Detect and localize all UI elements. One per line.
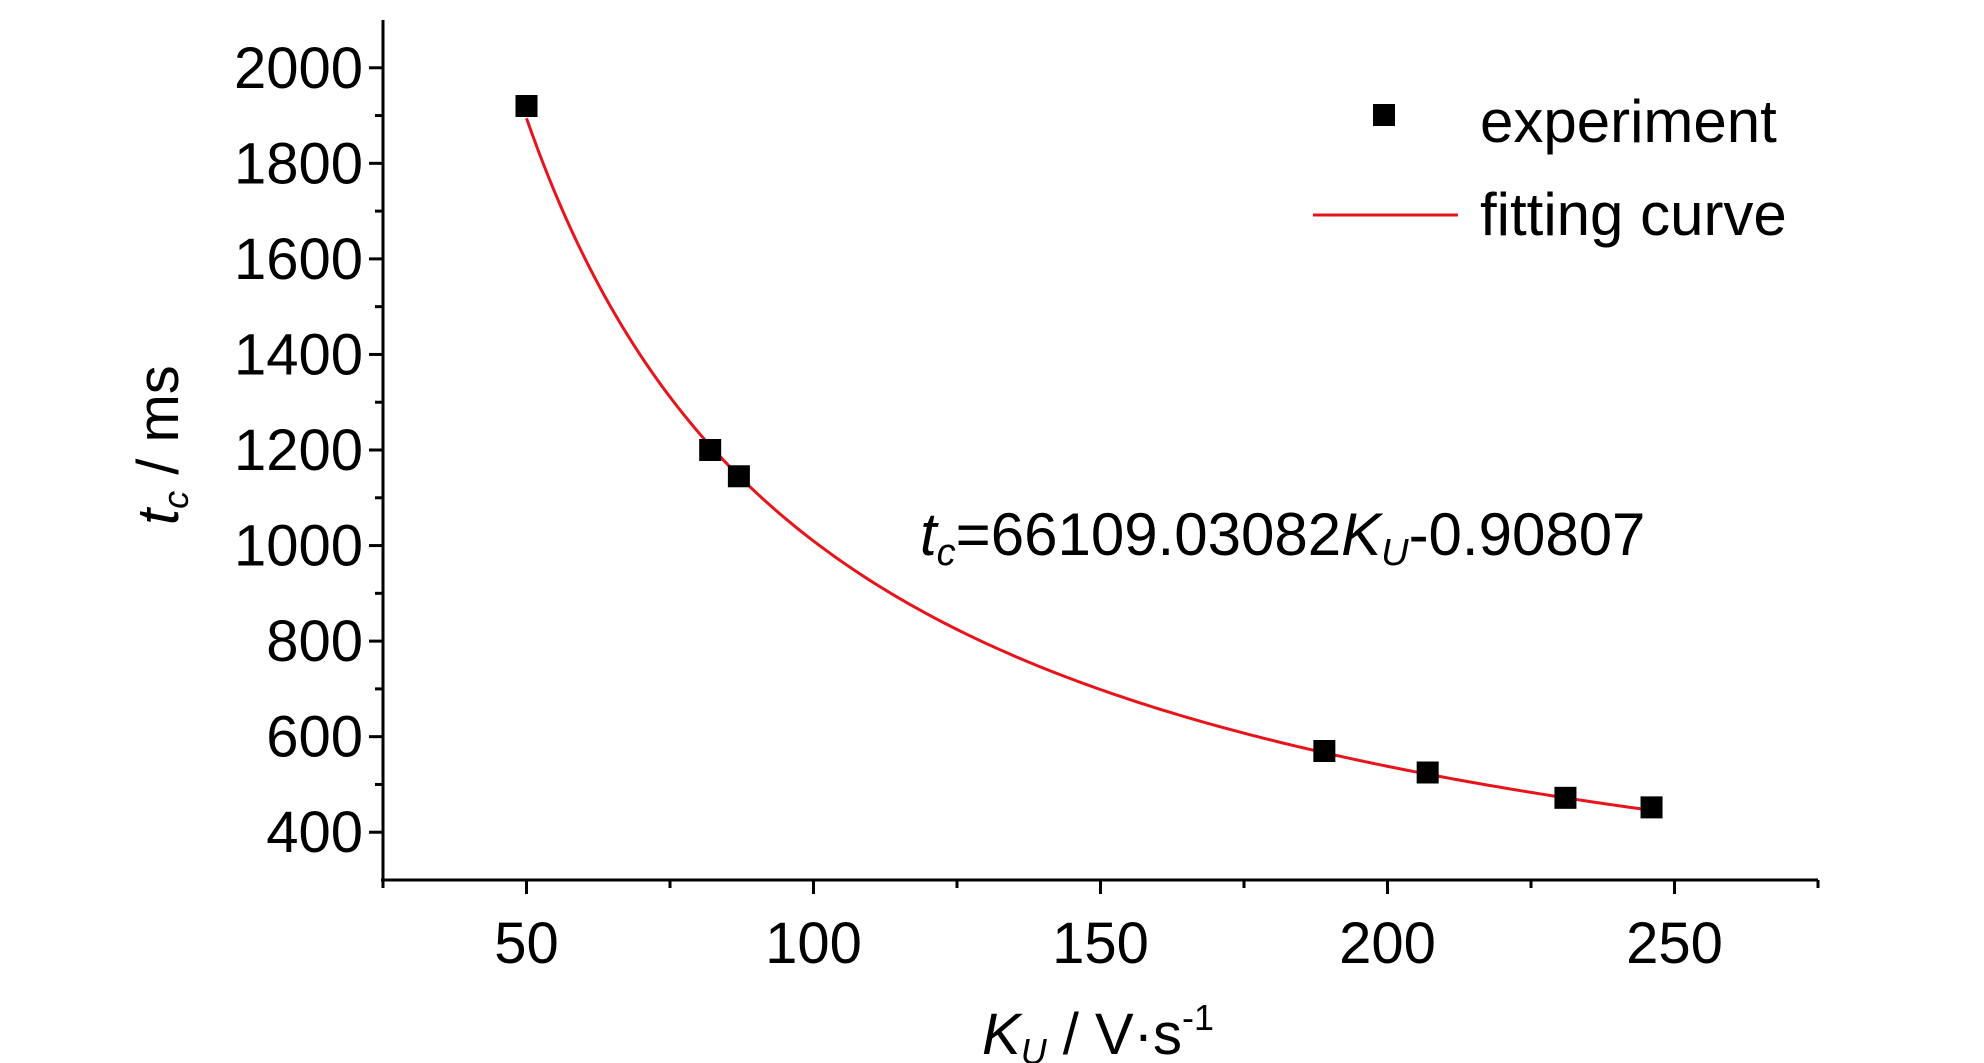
legend: experiment fitting curve xyxy=(1313,85,1828,290)
x-axis-ticks: 50 100 150 200 250 xyxy=(381,880,1820,976)
legend-fitting-curve-label: fitting curve xyxy=(1480,181,1787,248)
equation-coefficient: =66109.03082 xyxy=(956,501,1341,568)
y-tick-label: 400 xyxy=(266,800,363,865)
experiment-point xyxy=(1640,796,1663,819)
equation-k: K xyxy=(1341,501,1384,568)
x-tick-label: 250 xyxy=(1626,911,1723,976)
y-axis-title-unit: / ms xyxy=(126,365,191,491)
experiment-point xyxy=(699,439,722,461)
y-tick-label: 600 xyxy=(266,705,363,770)
x-axis-title: KU / V·s-1 xyxy=(982,997,1214,1063)
y-axis-title: tc / ms xyxy=(126,365,196,525)
equation-t-subscript: c xyxy=(937,532,956,574)
equation-k-subscript: U xyxy=(1381,532,1409,574)
y-axis-title-main: t xyxy=(126,506,191,525)
experiment-point xyxy=(1313,740,1336,762)
experiment-point xyxy=(1416,761,1439,784)
y-tick-label: 1800 xyxy=(234,131,363,196)
x-axis-title-main: K xyxy=(982,1002,1023,1063)
y-axis-ticks: 400 600 800 1000 1200 1400 1600 1800 2000 xyxy=(234,36,383,865)
experiment-point xyxy=(727,465,750,488)
x-tick-label: 100 xyxy=(765,911,862,976)
y-tick-label: 1600 xyxy=(234,227,363,292)
equation-background xyxy=(892,470,1748,582)
x-axis-title-sub: U xyxy=(1021,1031,1048,1063)
svg-text:tc=66109.03082KU-0.90807: tc=66109.03082KU-0.90807 xyxy=(920,501,1645,574)
y-tick-label: 1200 xyxy=(234,418,363,483)
y-tick-label: 800 xyxy=(266,609,363,674)
equation-t: t xyxy=(920,501,939,568)
experiment-point xyxy=(515,95,538,117)
x-axis-title-unit: / V·s xyxy=(1047,1002,1182,1063)
y-tick-label: 1000 xyxy=(234,514,363,579)
legend-experiment-marker xyxy=(1373,104,1395,126)
y-tick-label: 2000 xyxy=(234,36,363,101)
x-axis-title-sup: -1 xyxy=(1182,997,1214,1038)
experiment-point xyxy=(1554,786,1577,809)
legend-experiment-label: experiment xyxy=(1480,88,1777,155)
legend-background xyxy=(1460,85,1828,290)
equation-annotation: tc=66109.03082KU-0.90807 xyxy=(892,470,1748,582)
axes: 400 600 800 1000 1200 1400 1600 1800 2000 50 100 1… xyxy=(234,20,1820,976)
x-tick-label: 50 xyxy=(494,911,559,976)
y-tick-label: 1400 xyxy=(234,322,363,387)
x-tick-label: 200 xyxy=(1339,911,1436,976)
y-axis-title-sub: c xyxy=(155,491,196,509)
experiment-markers xyxy=(515,95,1663,819)
equation-exponent: -0.90807 xyxy=(1409,501,1646,568)
x-tick-label: 150 xyxy=(1052,911,1149,976)
